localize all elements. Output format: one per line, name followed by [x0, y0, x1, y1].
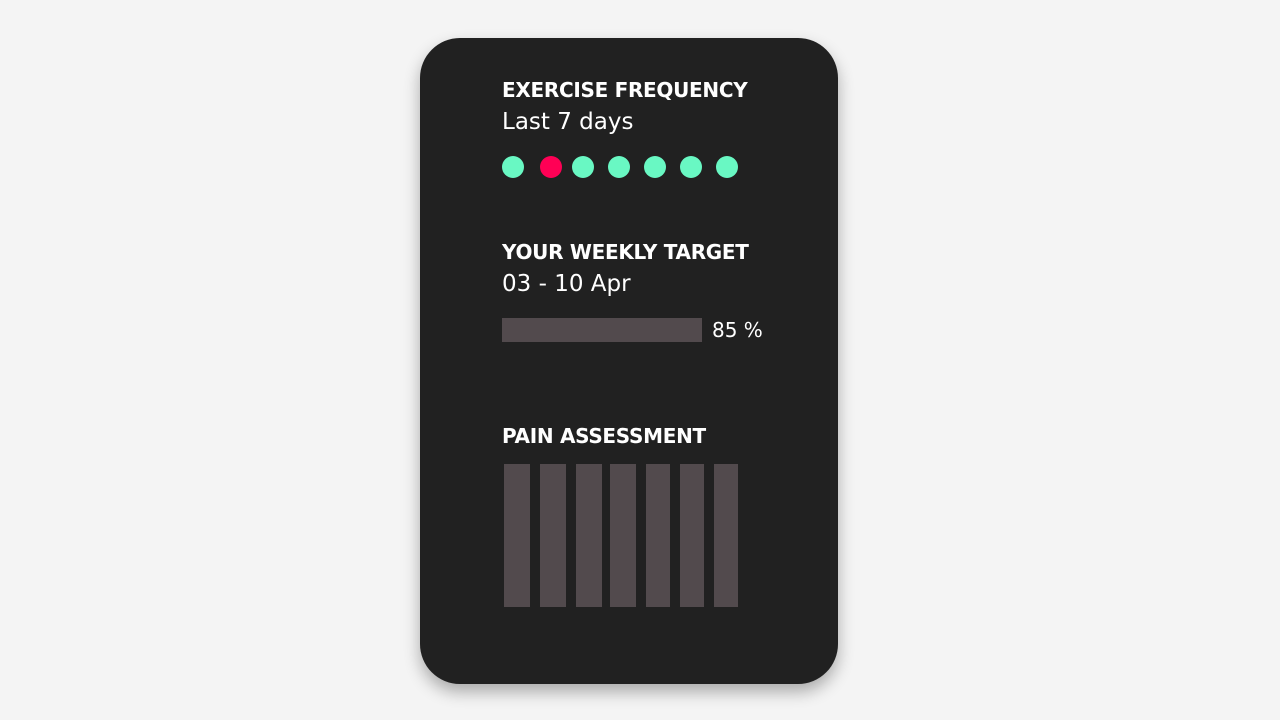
pain-bar	[680, 464, 704, 607]
weekly-target-title: YOUR WEEKLY TARGET	[502, 240, 749, 264]
day-dot-done	[644, 156, 666, 178]
exercise-frequency-title: EXERCISE FREQUENCY	[502, 78, 748, 102]
pain-bar	[576, 464, 602, 607]
weekly-target-date-range: 03 - 10 Apr	[502, 271, 631, 297]
pain-bar	[540, 464, 566, 607]
progress-fill	[502, 318, 672, 342]
day-dot-missed	[540, 156, 562, 178]
pain-bar	[646, 464, 670, 607]
exercise-period: Last 7 days	[502, 109, 634, 135]
pain-bar	[504, 464, 530, 607]
day-dot-done	[502, 156, 524, 178]
pain-bar	[610, 464, 636, 607]
day-dot-done	[680, 156, 702, 178]
weekly-target-progress-bar	[502, 318, 702, 342]
pain-bar	[714, 464, 738, 607]
day-dot-done	[572, 156, 594, 178]
progress-label: 85 %	[712, 318, 763, 342]
day-dot-done	[608, 156, 630, 178]
day-dot-done	[716, 156, 738, 178]
pain-assessment-title: PAIN ASSESSMENT	[502, 424, 706, 448]
